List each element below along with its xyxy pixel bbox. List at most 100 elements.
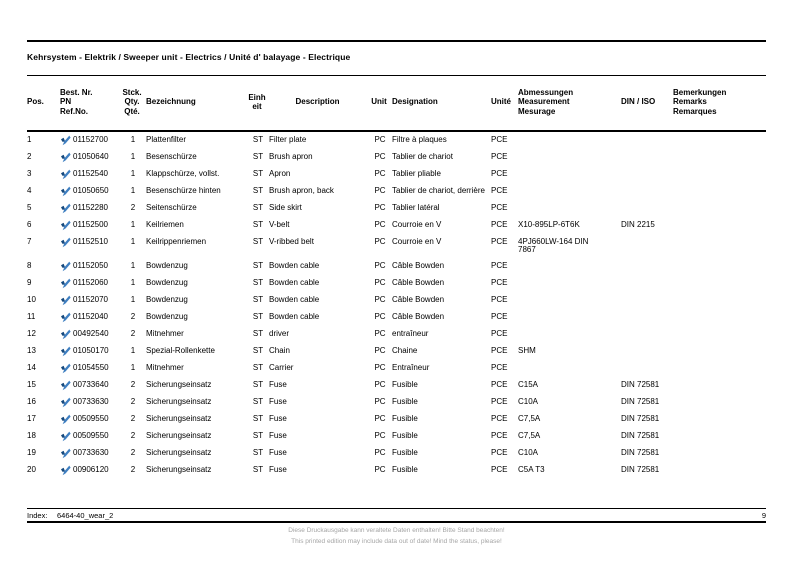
einheit-cell: ST <box>252 431 264 441</box>
part-link-icon[interactable] <box>60 431 71 442</box>
pos-cell: 15 <box>27 380 36 390</box>
einheit-cell: ST <box>252 363 264 373</box>
unit-cell: PC <box>374 202 386 212</box>
pos-cell: 8 <box>27 261 32 271</box>
measurement-cell <box>518 200 621 217</box>
qty-cell: 1 <box>130 363 136 373</box>
unite-cell: PCE <box>491 168 508 178</box>
qty-cell: 1 <box>130 295 136 305</box>
bezeichnung-cell: Spezial-Rollenkette <box>146 346 215 356</box>
part-no-cell: 01152280 <box>60 200 120 217</box>
part-link-icon[interactable] <box>60 169 71 180</box>
part-link-icon[interactable] <box>60 346 71 357</box>
table-row: 16 00733630 2 Sicherungseinsatz ST Fuse … <box>27 395 766 412</box>
bezeichnung-cell: Bowdenzug <box>146 295 188 305</box>
part-link-icon[interactable] <box>60 278 71 289</box>
remarks-cell <box>673 412 766 429</box>
col-header-designation: Designation <box>392 75 491 132</box>
einheit-cell: ST <box>252 329 264 339</box>
einheit-cell: ST <box>252 448 264 458</box>
qty-cell: 1 <box>130 236 136 246</box>
designation-cell: Tablier pliable <box>392 168 441 178</box>
designation-cell: Chaine <box>392 346 418 356</box>
din-iso-cell <box>621 183 673 200</box>
part-link-icon[interactable] <box>60 312 71 323</box>
part-link-icon[interactable] <box>60 448 71 459</box>
description-cell: Fuse <box>269 448 287 458</box>
unite-cell: PCE <box>491 414 508 424</box>
table-row: 11 01152040 2 Bowdenzug ST Bowden cable … <box>27 310 766 327</box>
din-iso-cell <box>621 131 673 149</box>
measurement-cell <box>518 259 621 276</box>
part-no-cell: 01050650 <box>60 183 120 200</box>
qty-cell: 1 <box>130 219 136 229</box>
unite-cell: PCE <box>491 380 508 390</box>
unit-cell: PC <box>374 380 386 390</box>
part-link-icon[interactable] <box>60 135 71 146</box>
unit-cell: PC <box>374 278 386 288</box>
part-no-cell: 01152510 <box>60 234 120 259</box>
description-cell: Fuse <box>269 397 287 407</box>
table-row: 12 00492540 2 Mitnehmer ST driver PC ent… <box>27 327 766 344</box>
part-number: 01152280 <box>73 202 108 212</box>
unite-cell: PCE <box>491 295 508 305</box>
remarks-cell <box>673 378 766 395</box>
part-link-icon[interactable] <box>60 465 71 476</box>
part-link-icon[interactable] <box>60 186 71 197</box>
index-row: Index: 6464-40_wear_2 9 <box>27 509 766 523</box>
measurement-cell <box>518 166 621 183</box>
qty-cell: 1 <box>130 134 136 144</box>
bezeichnung-cell: Bowdenzug <box>146 312 188 322</box>
qty-cell: 1 <box>130 278 136 288</box>
bezeichnung-cell: Mitnehmer <box>146 363 184 373</box>
measurement-cell <box>518 276 621 293</box>
part-link-icon[interactable] <box>60 414 71 425</box>
table-row: 19 00733630 2 Sicherungseinsatz ST Fuse … <box>27 446 766 463</box>
pos-cell: 20 <box>27 465 36 475</box>
footer-thin-rule <box>27 508 766 509</box>
din-iso-cell: DIN 72581 <box>621 414 660 424</box>
measurement-cell: C15A <box>518 380 539 390</box>
qty-cell: 1 <box>130 168 136 178</box>
pos-cell: 19 <box>27 448 36 458</box>
designation-cell: Fusible <box>392 414 418 424</box>
description-cell: Fuse <box>269 380 287 390</box>
part-link-icon[interactable] <box>60 152 71 163</box>
designation-cell: Fusible <box>392 465 418 475</box>
din-iso-cell <box>621 234 673 259</box>
measurement-cell: C7,5A <box>518 414 541 424</box>
description-cell: Bowden cable <box>269 312 320 322</box>
pos-cell: 1 <box>27 134 32 144</box>
qty-cell: 2 <box>130 431 136 441</box>
table-row: 3 01152540 1 Klappschürze, vollst. ST Ap… <box>27 166 766 183</box>
remarks-cell <box>673 446 766 463</box>
part-link-icon[interactable] <box>60 363 71 374</box>
part-link-icon[interactable] <box>60 203 71 214</box>
einheit-cell: ST <box>252 219 264 229</box>
part-link-icon[interactable] <box>60 261 71 272</box>
part-link-icon[interactable] <box>60 329 71 340</box>
part-link-icon[interactable] <box>60 397 71 408</box>
remarks-cell <box>673 259 766 276</box>
unit-cell: PC <box>374 414 386 424</box>
col-header-bezeichnung: Bezeichnung <box>146 75 247 132</box>
unit-cell: PC <box>374 465 386 475</box>
part-no-cell: 01152060 <box>60 276 120 293</box>
measurement-cell <box>518 310 621 327</box>
qty-cell: 2 <box>130 312 136 322</box>
measurement-cell <box>518 131 621 149</box>
designation-cell: Fusible <box>392 397 418 407</box>
part-link-icon[interactable] <box>60 237 71 248</box>
part-link-icon[interactable] <box>60 295 71 306</box>
bezeichnung-cell: Besenschürze hinten <box>146 185 221 195</box>
description-cell: Fuse <box>269 414 287 424</box>
remarks-cell <box>673 166 766 183</box>
measurement-cell: C7,5A <box>518 431 541 441</box>
table-row: 9 01152060 1 Bowdenzug ST Bowden cable P… <box>27 276 766 293</box>
din-iso-cell: DIN 72581 <box>621 465 660 475</box>
description-cell: Apron <box>269 168 291 178</box>
part-link-icon[interactable] <box>60 380 71 391</box>
part-link-icon[interactable] <box>60 220 71 231</box>
part-number: 01152700 <box>73 134 108 144</box>
description-cell: V-ribbed belt <box>269 236 314 246</box>
